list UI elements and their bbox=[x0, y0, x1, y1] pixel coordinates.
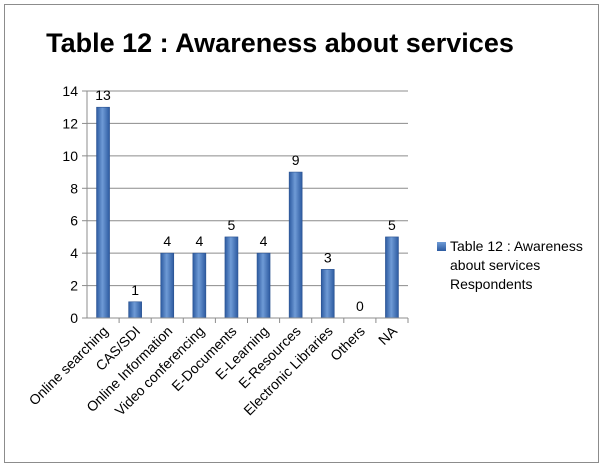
data-label: 9 bbox=[292, 152, 300, 168]
data-label: 13 bbox=[95, 87, 111, 103]
legend-swatch-icon bbox=[437, 242, 446, 251]
category-label: Others bbox=[327, 323, 368, 364]
data-label: 5 bbox=[388, 217, 396, 233]
bar bbox=[320, 269, 335, 319]
data-label: 4 bbox=[260, 233, 268, 249]
data-label: 5 bbox=[228, 217, 236, 233]
y-tick-label: 14 bbox=[62, 83, 78, 99]
data-label: 4 bbox=[163, 233, 171, 249]
y-tick-label: 10 bbox=[62, 148, 78, 164]
y-tick-label: 0 bbox=[70, 310, 78, 326]
y-tick-label: 2 bbox=[70, 278, 78, 294]
data-label: 4 bbox=[195, 233, 203, 249]
y-tick-label: 6 bbox=[70, 213, 78, 229]
bar bbox=[160, 252, 175, 319]
y-tick-label: 8 bbox=[70, 180, 78, 196]
bar bbox=[288, 171, 303, 319]
y-tick-label: 12 bbox=[62, 115, 78, 131]
bar bbox=[256, 252, 271, 319]
bar bbox=[128, 301, 142, 319]
bar bbox=[96, 106, 110, 319]
bar bbox=[192, 252, 207, 319]
data-label: 1 bbox=[131, 282, 139, 298]
chart-title: Table 12 : Awareness about services bbox=[46, 28, 514, 58]
bar bbox=[385, 236, 399, 319]
bar bbox=[224, 236, 239, 319]
category-label: NA bbox=[375, 322, 401, 348]
data-label: 3 bbox=[324, 249, 332, 265]
y-tick-label: 4 bbox=[70, 245, 78, 261]
legend-entry: Table 12 : Awareness about services Resp… bbox=[450, 238, 583, 292]
data-label: 0 bbox=[356, 298, 364, 314]
